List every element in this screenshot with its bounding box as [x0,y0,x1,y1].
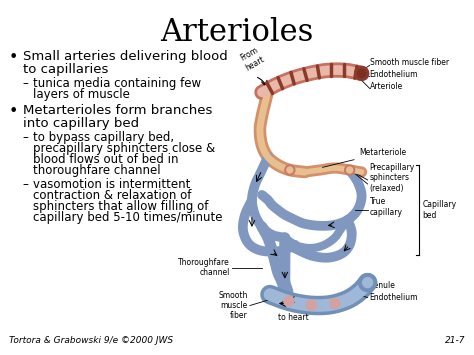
Circle shape [359,274,376,291]
Text: Tortora & Grabowski 9/e ©2000 JWS: Tortora & Grabowski 9/e ©2000 JWS [9,336,173,345]
Text: Thoroughfare
channel: Thoroughfare channel [178,258,230,277]
Text: Capillary
bed: Capillary bed [422,200,456,220]
Text: layers of muscle: layers of muscle [33,88,129,101]
Text: Precapillary
sphincters
(relaxed): Precapillary sphincters (relaxed) [370,163,415,193]
Text: From
heart: From heart [238,45,266,72]
Text: Smooth muscle fiber: Smooth muscle fiber [370,58,449,67]
Circle shape [345,165,355,175]
Text: precapillary sphincters close &: precapillary sphincters close & [33,142,215,155]
Text: Arterioles: Arterioles [160,17,314,48]
Text: tunica media containing few: tunica media containing few [33,77,201,91]
Text: sphincters that allow filling of: sphincters that allow filling of [33,200,208,213]
Text: to heart: to heart [278,313,309,322]
Circle shape [285,165,295,175]
Text: True
capillary: True capillary [370,197,402,217]
Circle shape [284,296,294,306]
Text: Metarterioles form branches: Metarterioles form branches [23,104,212,117]
Text: vasomotion is intermittent: vasomotion is intermittent [33,178,190,191]
Text: contraction & relaxation of: contraction & relaxation of [33,189,191,202]
Circle shape [355,66,369,80]
Circle shape [306,300,316,310]
Text: 21-7: 21-7 [445,336,465,345]
Text: Endothelium: Endothelium [370,293,418,302]
Text: to bypass capillary bed,: to bypass capillary bed, [33,131,174,144]
Text: –: – [23,178,28,191]
Circle shape [287,167,293,173]
Text: capillary bed 5-10 times/minute: capillary bed 5-10 times/minute [33,211,222,224]
Text: •: • [9,104,18,119]
Circle shape [358,70,365,77]
Text: Endothelium: Endothelium [370,70,418,79]
Text: Arteriole: Arteriole [370,82,403,91]
Text: –: – [23,131,28,144]
Text: blood flows out of bed in: blood flows out of bed in [33,153,178,166]
Text: Venule: Venule [370,281,395,290]
Circle shape [346,167,353,173]
Text: •: • [9,50,18,66]
Circle shape [363,278,373,288]
Text: Metarteriole: Metarteriole [322,148,407,167]
Circle shape [330,299,340,308]
Text: Smooth
muscle
fiber: Smooth muscle fiber [219,291,248,321]
Text: –: – [23,77,28,91]
Text: Small arteries delivering blood: Small arteries delivering blood [23,50,228,64]
Text: to capillaries: to capillaries [23,64,108,76]
Text: into capillary bed: into capillary bed [23,117,139,130]
Text: thoroughfare channel: thoroughfare channel [33,164,160,177]
